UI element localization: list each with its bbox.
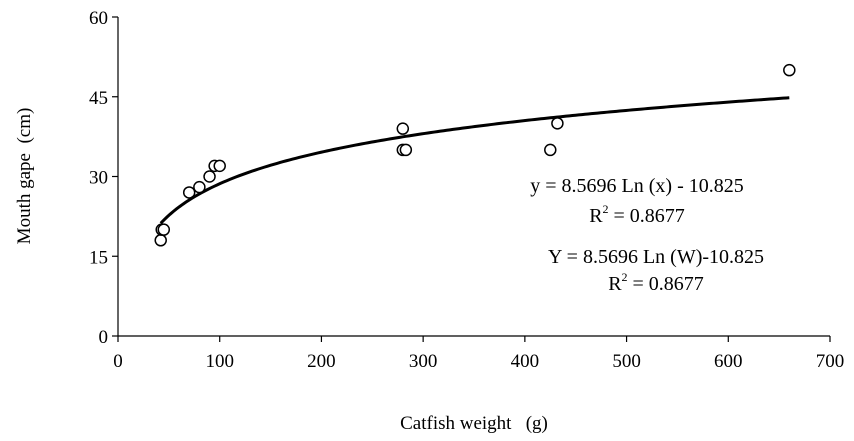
data-point [213,159,226,173]
data-point [551,117,564,130]
y-tick-label: 15 [89,247,108,268]
y-tick-label: 0 [99,327,109,348]
x-tick-label: 400 [511,351,540,372]
x-tick-label: 600 [714,351,743,372]
x-tick-label: 700 [816,351,845,372]
y-axis-title: Mouth gape (cm) [14,108,35,245]
r-squared-2-rest: = 0.8677 [628,273,704,295]
r-squared-1: R2 = 0.8677 [589,202,685,227]
x-tick-label: 0 [113,351,123,372]
data-point [396,122,410,135]
x-tick-label: 200 [307,351,336,372]
y-tick-label: 45 [89,88,108,109]
x-tick-label: 100 [205,351,234,372]
r-squared-2-sup: 2 [622,270,628,284]
ticks [112,16,831,342]
y-tick-label: 30 [89,168,108,189]
x-axis-title: Catfish weight (g) [400,413,548,434]
equation-1: y = 8.5696 Ln (x) - 10.825 [530,175,743,197]
trendline [159,96,790,225]
x-tick-label: 500 [612,351,641,372]
r-squared-1-rest: = 0.8677 [609,205,685,227]
y-tick-label: 60 [89,8,108,29]
data-point [203,170,216,183]
data-point [154,234,167,247]
r-squared-1-sup: 2 [603,202,609,216]
data-points [154,63,796,247]
r-squared-1-base: R [589,205,603,227]
data-point [783,63,796,77]
data-point [399,143,413,157]
data-point [157,223,171,236]
data-point [544,143,557,157]
tick-labels: 0 100 200 300 400 500 600 700 0 15 30 45 60 [89,8,844,372]
equation-2: Y = 8.5696 Ln (W)-10.825 [548,246,764,268]
data-point [193,180,206,194]
data-point [182,186,196,199]
r-squared-2: R2 = 0.8677 [608,270,704,295]
x-tick-label: 300 [409,351,438,372]
r-squared-2-base: R [608,273,622,295]
